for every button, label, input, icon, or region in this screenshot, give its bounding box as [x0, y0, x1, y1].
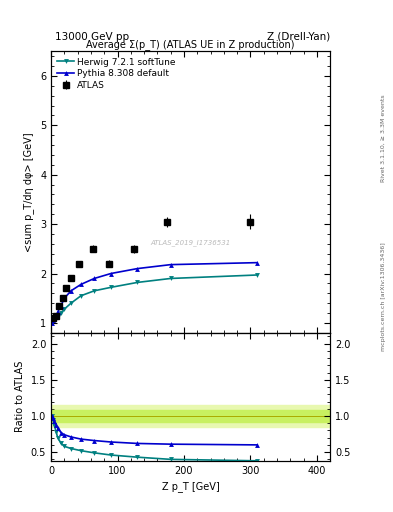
Pythia 8.308 default [79, 281, 83, 287]
Line: Pythia 8.308 default: Pythia 8.308 default [50, 260, 259, 325]
Text: mcplots.cern.ch [arXiv:1306.3436]: mcplots.cern.ch [arXiv:1306.3436] [381, 243, 386, 351]
Herwig 7.2.1 softTune [79, 293, 83, 299]
Pythia 8.308 default [50, 320, 54, 326]
Text: Z (Drell-Yan): Z (Drell-Yan) [267, 32, 330, 42]
Herwig 7.2.1 softTune [255, 272, 259, 278]
Herwig 7.2.1 softTune [52, 316, 57, 322]
X-axis label: Z p_T [GeV]: Z p_T [GeV] [162, 481, 219, 492]
Y-axis label: Ratio to ATLAS: Ratio to ATLAS [15, 361, 25, 433]
Line: Herwig 7.2.1 softTune: Herwig 7.2.1 softTune [50, 272, 259, 325]
Herwig 7.2.1 softTune [51, 317, 55, 324]
Pythia 8.308 default [55, 309, 60, 315]
Herwig 7.2.1 softTune [50, 320, 54, 326]
Pythia 8.308 default [62, 295, 67, 301]
Y-axis label: <sum p_T/dη dφ> [GeV]: <sum p_T/dη dφ> [GeV] [24, 132, 35, 252]
Title: Average Σ(p_T) (ATLAS UE in Z production): Average Σ(p_T) (ATLAS UE in Z production… [86, 39, 295, 50]
Herwig 7.2.1 softTune [69, 300, 73, 306]
Pythia 8.308 default [108, 270, 113, 276]
Pythia 8.308 default [59, 303, 63, 309]
Bar [51, 405, 330, 427]
Pythia 8.308 default [69, 288, 73, 294]
Text: Rivet 3.1.10, ≥ 3.3M events: Rivet 3.1.10, ≥ 3.3M events [381, 94, 386, 182]
Pythia 8.308 default [255, 260, 259, 266]
Text: 13000 GeV pp: 13000 GeV pp [55, 32, 129, 42]
Herwig 7.2.1 softTune [168, 275, 173, 282]
Pythia 8.308 default [92, 275, 97, 282]
Pythia 8.308 default [51, 317, 55, 324]
Pythia 8.308 default [168, 262, 173, 268]
Bar [51, 410, 330, 422]
Herwig 7.2.1 softTune [62, 306, 67, 312]
Pythia 8.308 default [54, 312, 59, 318]
Herwig 7.2.1 softTune [54, 315, 59, 321]
Herwig 7.2.1 softTune [55, 314, 60, 320]
Herwig 7.2.1 softTune [59, 310, 63, 316]
Herwig 7.2.1 softTune [92, 288, 97, 294]
Pythia 8.308 default [52, 315, 57, 321]
Legend: Herwig 7.2.1 softTune, Pythia 8.308 default, ATLAS: Herwig 7.2.1 softTune, Pythia 8.308 defa… [55, 56, 178, 92]
Herwig 7.2.1 softTune [108, 284, 113, 290]
Text: ATLAS_2019_I1736531: ATLAS_2019_I1736531 [151, 239, 231, 246]
Pythia 8.308 default [135, 266, 140, 272]
Herwig 7.2.1 softTune [135, 280, 140, 286]
